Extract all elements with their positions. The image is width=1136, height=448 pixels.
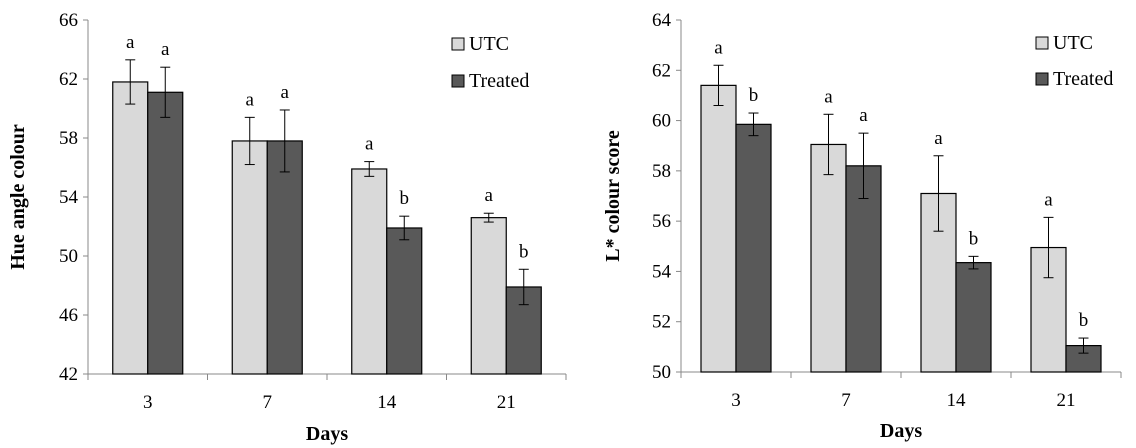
y-tick-label: 52 <box>652 312 671 333</box>
y-tick-label: 56 <box>652 211 671 232</box>
legend-swatch-treated <box>451 74 465 88</box>
bar-treated-7 <box>266 140 303 375</box>
significance-letter: b <box>400 188 410 209</box>
significance-letter: b <box>519 241 529 262</box>
y-axis-title: Hue angle colour <box>7 124 29 270</box>
significance-letter: a <box>365 134 374 155</box>
y-tick-label: 50 <box>59 246 78 267</box>
legend: UTC Treated <box>451 33 529 92</box>
legend-swatch-utc <box>451 37 465 51</box>
significance-letter: a <box>281 82 290 103</box>
legend-label-utc: UTC <box>469 33 509 55</box>
y-tick-label: 60 <box>652 111 671 132</box>
x-axis-title: Days <box>880 420 922 442</box>
significance-letter: a <box>714 37 723 58</box>
significance-letter: a <box>824 86 833 107</box>
significance-letter: a <box>859 105 868 126</box>
chart-panel-1: 42 46 50 54 58 62 66 a a 3 a a 7 a b 14 a b 21 Days Hue angl… <box>7 10 567 445</box>
bar-treated-3 <box>147 91 184 375</box>
y-tick-label: 58 <box>59 128 78 149</box>
significance-letter: b <box>749 85 759 106</box>
y-tick-label: 66 <box>59 10 78 31</box>
legend: UTC Treated <box>1035 32 1113 90</box>
x-tick-label: 3 <box>143 392 153 413</box>
y-tick-label: 62 <box>652 60 671 81</box>
bar-treated-7 <box>845 165 882 373</box>
y-tick-label: 62 <box>59 69 78 90</box>
x-tick-label: 14 <box>947 390 967 411</box>
significance-letter: a <box>126 32 135 53</box>
bar-treated-3 <box>735 123 772 373</box>
significance-letter: b <box>1079 310 1089 331</box>
bar-utc-3 <box>112 81 149 375</box>
significance-letter: b <box>969 228 979 249</box>
x-tick-label: 21 <box>1057 390 1076 411</box>
chart-panel-2: 50 52 54 56 58 60 62 64 a b 3 a a 7 a b 14 a b 21 Days L* col… <box>602 10 1122 442</box>
significance-letter: a <box>934 128 943 149</box>
y-tick-label: 42 <box>59 364 78 385</box>
bar-utc-7 <box>810 143 847 373</box>
x-tick-label: 3 <box>731 390 741 411</box>
significance-letter: a <box>161 39 170 60</box>
y-axis-title: L* colour score <box>602 130 624 262</box>
x-tick-label: 21 <box>497 392 516 413</box>
y-tick-label: 54 <box>59 187 79 208</box>
x-tick-label: 7 <box>263 392 273 413</box>
legend-swatch-utc <box>1035 36 1049 50</box>
y-tick-label: 46 <box>59 305 78 326</box>
x-axis-title: Days <box>306 423 348 445</box>
legend-label-treated: Treated <box>1053 68 1113 90</box>
y-tick-label: 64 <box>652 10 672 31</box>
significance-letter: a <box>485 185 494 206</box>
x-tick-label: 7 <box>841 390 851 411</box>
x-tick-label: 14 <box>377 392 397 413</box>
bar-treated-14 <box>386 227 423 375</box>
bar-utc-3 <box>700 84 737 373</box>
bar-treated-14 <box>955 262 992 373</box>
y-tick-label: 50 <box>652 362 671 383</box>
bar-utc-14 <box>351 168 388 375</box>
bar-utc-21 <box>470 217 507 375</box>
legend-label-utc: UTC <box>1053 32 1093 54</box>
significance-letter: a <box>246 89 255 110</box>
legend-swatch-treated <box>1035 72 1049 86</box>
y-tick-label: 58 <box>652 161 671 182</box>
bar-utc-7 <box>231 140 268 375</box>
legend-label-treated: Treated <box>469 70 529 92</box>
significance-letter: a <box>1044 189 1053 210</box>
y-tick-label: 54 <box>652 261 672 282</box>
